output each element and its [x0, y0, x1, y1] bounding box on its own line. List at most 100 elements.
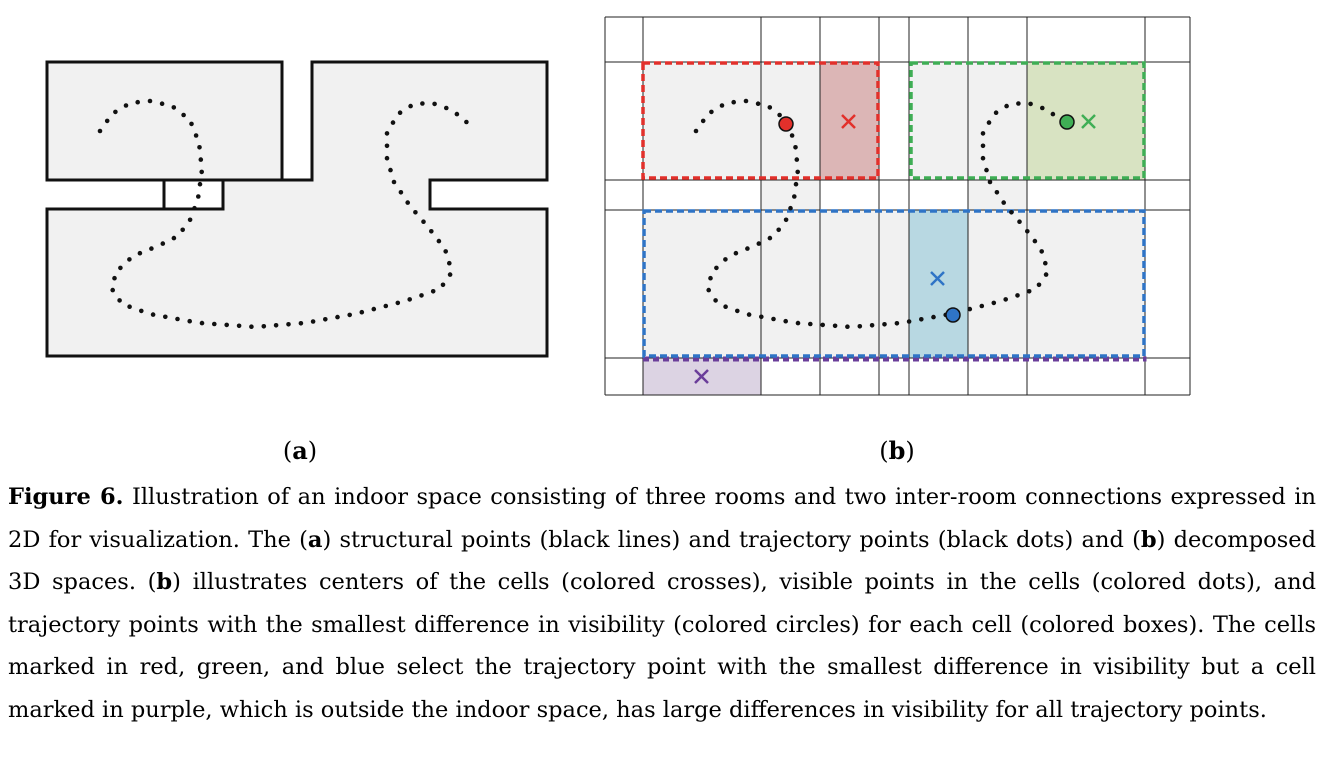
- caption-ref-b: b: [1140, 526, 1157, 553]
- trajectory-dot: [735, 308, 740, 314]
- trajectory-dot: [845, 324, 850, 330]
- trajectory-dot: [127, 257, 132, 262]
- trajectory-dot: [432, 101, 437, 107]
- trajectory-dot: [1016, 101, 1021, 106]
- trajectory-dot: [398, 190, 404, 195]
- blue-cell-outline: [642, 209, 1146, 358]
- trajectory-dot: [1009, 210, 1014, 215]
- trajectory-dot: [987, 179, 993, 185]
- trajectory-dot: [110, 287, 115, 293]
- trajectory-dot: [869, 323, 875, 328]
- trajectory-dot: [783, 318, 788, 324]
- blue-cell-center-cross: [930, 271, 945, 286]
- trajectory-dot: [832, 323, 838, 329]
- figure-caption: Figure 6. Illustration of an indoor spac…: [8, 476, 1316, 731]
- trajectory-dot: [199, 320, 205, 326]
- trajectory-dot: [384, 131, 390, 136]
- purple-cell-outline: [641, 356, 1147, 362]
- trajectory-dot: [808, 321, 813, 327]
- trajectory-dot: [112, 275, 117, 281]
- caption-text: Illustration of an indoor space consisti…: [8, 484, 1316, 553]
- trajectory-dot: [919, 317, 924, 322]
- trajectory-dot: [159, 101, 165, 106]
- trajectory-dot: [198, 157, 204, 162]
- trajectory-dot: [792, 194, 797, 199]
- trajectory-dot: [249, 324, 254, 330]
- trajectory-dot: [405, 200, 411, 205]
- blue-cell-fill: [909, 210, 968, 358]
- trajectory-dot: [113, 109, 118, 115]
- trajectory-dot: [139, 308, 144, 314]
- trajectory-dot: [323, 317, 328, 322]
- trajectory-dot: [261, 324, 267, 329]
- trajectory-dot: [795, 169, 800, 175]
- trajectory-dot: [447, 272, 453, 277]
- figure-canvas: [45, 16, 1191, 396]
- trajectory-dot: [196, 194, 201, 199]
- trajectory-dot: [464, 119, 469, 125]
- trajectory-dot: [1001, 200, 1006, 205]
- trajectory-dot: [384, 155, 390, 161]
- trajectory-dot: [857, 324, 863, 329]
- trajectory-dot: [197, 145, 202, 150]
- trajectory-dot: [1032, 238, 1038, 244]
- trajectory-dot: [407, 297, 413, 302]
- trajectory-dot: [1003, 297, 1008, 302]
- trajectory-dot: [419, 293, 424, 298]
- panel-a-label: (a): [282, 436, 318, 465]
- trajectory-dot: [783, 217, 789, 223]
- trajectory-dot: [771, 316, 776, 322]
- caption-text: ) structural points (black lines) and tr…: [322, 526, 1141, 553]
- trajectory-dot: [746, 312, 752, 317]
- trajectory-dot: [137, 250, 143, 256]
- trajectory-dot: [408, 103, 413, 109]
- trajectory-dot: [723, 257, 728, 262]
- trajectory-dot: [149, 246, 154, 251]
- trajectory-dot: [743, 98, 749, 104]
- trajectory-dot: [440, 282, 446, 288]
- trajectory-dot: [212, 321, 217, 327]
- trajectory-dot: [97, 128, 103, 134]
- trajectory-dot: [117, 298, 122, 303]
- trajectory-dot: [980, 143, 986, 149]
- trajectory-dot: [706, 287, 711, 293]
- caption-text: ) illustrates centers of the cells (colo…: [8, 569, 1316, 723]
- trajectory-dot: [1043, 260, 1048, 266]
- trajectory-dot: [371, 306, 377, 312]
- trajectory-dot: [443, 249, 449, 254]
- trajectory-dot: [793, 145, 798, 150]
- trajectory-dot: [967, 306, 973, 312]
- green-cell-center-cross: [1081, 114, 1096, 129]
- trajectory-dot: [906, 319, 912, 324]
- caption-ref-b: b: [156, 569, 173, 595]
- trajectory-dot: [708, 275, 713, 281]
- trajectory-dot: [994, 190, 1000, 195]
- trajectory-dot: [436, 238, 442, 244]
- trajectory-dot: [789, 133, 795, 138]
- trajectory-dot: [388, 167, 393, 173]
- trajectory-dot: [714, 265, 719, 271]
- trajectory-dot: [1040, 105, 1045, 111]
- caption-label: Figure 6.: [8, 484, 124, 510]
- red-selected-point: [778, 116, 794, 132]
- trajectory-dot: [359, 309, 365, 315]
- trajectory-dot: [421, 219, 426, 224]
- trajectory-dot: [713, 298, 718, 303]
- trajectory-dot: [986, 120, 992, 125]
- trajectory-dot: [429, 229, 434, 234]
- trajectory-dot: [882, 322, 887, 327]
- trajectory-dot: [127, 304, 132, 310]
- trajectory-dot: [193, 133, 199, 138]
- trajectory-dot: [160, 241, 166, 246]
- trajectory-dot: [192, 205, 197, 211]
- trajectory-dot: [820, 322, 825, 328]
- trajectory-dot: [991, 300, 997, 306]
- trajectory-dot: [197, 181, 203, 187]
- caption-ref-a: a: [307, 526, 323, 553]
- trajectory-dot: [993, 110, 999, 115]
- trajectory-dot: [745, 246, 750, 251]
- trajectory-dot: [1050, 111, 1056, 117]
- trajectory-dot: [693, 128, 699, 134]
- trajectory-dot: [756, 241, 762, 246]
- trajectory-dot: [1015, 293, 1020, 298]
